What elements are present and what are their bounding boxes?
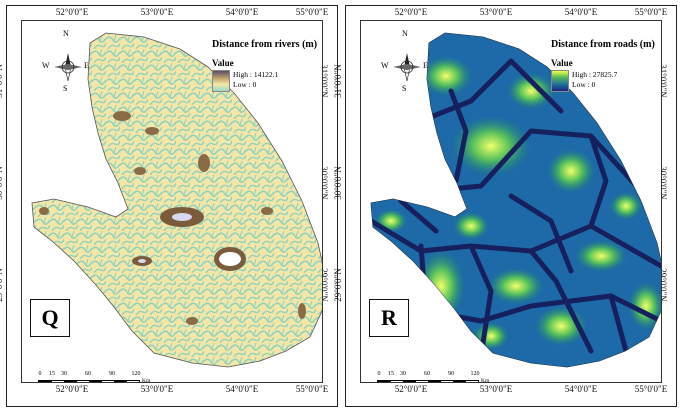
legend-high-q: High : 14122.1 (233, 70, 279, 79)
legend-ramp-r (551, 70, 569, 92)
scale-unit-r: Km (481, 378, 490, 383)
top-tick-54e-r: 54°0'0"E (564, 7, 598, 17)
scale-unit-q: Km (142, 378, 151, 383)
left-tick-31n: 31°0'0"N (0, 64, 4, 98)
left-tick-30n-r: 30°0'0"N (333, 166, 343, 200)
scale-tick-30-r: 30 (400, 371, 406, 377)
scale-tick-60: 60 (85, 371, 91, 377)
bottom-tick-53e-r: 53°0'0"E (479, 384, 513, 394)
top-tick-52e: 52°0'0"E (55, 7, 89, 17)
bottom-tick-55e: 55°0'0"E (295, 384, 329, 394)
top-tick-53e-r: 53°0'0"E (479, 7, 513, 17)
left-tick-29n-r: 29°0'0"N (333, 268, 343, 302)
scale-tick-120: 120 (131, 371, 141, 377)
road-distance-map (370, 32, 661, 368)
left-tick-30n: 30°0'0"N (0, 166, 4, 200)
panel-r: 52°0'0"E 53°0'0"E 54°0'0"E 55°0'0"E 31°0… (333, 5, 677, 407)
scale-tick-120-r: 120 (470, 371, 480, 377)
compass-s-r: S (402, 84, 407, 93)
scale-tick-15: 15 (49, 371, 55, 377)
north-arrow-icon (54, 53, 82, 82)
compass-n-r: N (402, 29, 408, 38)
legend-title-q: Distance from rivers (m) (212, 39, 318, 50)
compass-s: S (63, 84, 68, 93)
bottom-tick-52e: 52°0'0"E (55, 384, 89, 394)
top-tick-52e-r: 52°0'0"E (394, 7, 428, 17)
compass-w-r: W (381, 61, 389, 70)
panel-label-q: Q (30, 299, 70, 337)
panel-q: 52°0'0"E 53°0'0"E 54°0'0"E 55°0'0"E 31°0… (0, 5, 338, 407)
bottom-tick-54e-r: 54°0'0"E (564, 384, 598, 394)
legend-r: Distance from roads (m) Value High : 278… (551, 39, 655, 92)
scale-bar-q: 0 15 30 60 90 120 Km (38, 371, 151, 383)
high-distance-patches (39, 111, 306, 327)
legend-low-r: Low : 0 (572, 80, 596, 89)
compass-e: E (84, 61, 89, 70)
legend-value-heading-q: Value (212, 58, 234, 68)
compass-e-r: E (423, 61, 428, 70)
left-tick-31n-r: 31°0'0"N (333, 64, 343, 98)
scale-tick-60-r: 60 (424, 371, 430, 377)
scale-tick-0-r: 0 (377, 371, 381, 377)
scale-tick-90-r: 90 (448, 371, 454, 377)
top-tick-55e-r: 55°0'0"E (634, 7, 668, 17)
legend-value-heading-r: Value (551, 58, 573, 68)
top-tick-54e: 54°0'0"E (225, 7, 259, 17)
bottom-tick-53e: 53°0'0"E (140, 384, 174, 394)
legend-ramp-q (212, 70, 230, 92)
bottom-tick-55e-r: 55°0'0"E (634, 384, 668, 394)
study-area-q (31, 32, 322, 368)
scale-bar-graphic-r (377, 380, 479, 382)
compass-n: N (63, 29, 69, 38)
scale-tick-15-r: 15 (388, 371, 394, 377)
top-tick-55e: 55°0'0"E (295, 7, 329, 17)
left-tick-29n: 29°0'0"N (0, 268, 4, 302)
scale-tick-0: 0 (38, 371, 42, 377)
map-frame-r: N S W E Distance from roads (m) Value Hi… (360, 20, 662, 383)
compass-w: W (42, 61, 50, 70)
scale-bar-graphic (38, 380, 140, 382)
bottom-tick-54e: 54°0'0"E (225, 384, 259, 394)
road-network (371, 58, 661, 359)
top-tick-53e: 53°0'0"E (140, 7, 174, 17)
panel-label-r: R (369, 299, 409, 337)
legend-high-r: High : 27825.7 (572, 70, 618, 79)
map-frame-q: N S W E Distance from rivers (m) Value H… (21, 20, 323, 383)
river-distance-map (31, 32, 322, 368)
legend-q: Distance from rivers (m) Value High : 14… (212, 39, 317, 92)
scale-bar-r: 0 15 30 60 90 120 Km (377, 371, 490, 383)
legend-low-q: Low : 0 (233, 80, 257, 89)
legend-title-r: Distance from roads (m) (551, 39, 655, 50)
bottom-tick-52e-r: 52°0'0"E (394, 384, 428, 394)
north-arrow-icon-r (393, 53, 421, 82)
scale-tick-30: 30 (61, 371, 67, 377)
scale-tick-90: 90 (109, 371, 115, 377)
